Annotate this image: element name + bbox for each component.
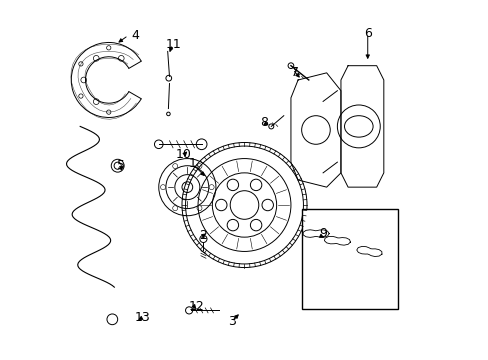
Circle shape <box>107 314 118 325</box>
Text: 13: 13 <box>135 311 150 324</box>
Circle shape <box>209 185 214 190</box>
Circle shape <box>154 140 163 149</box>
Circle shape <box>197 206 202 211</box>
Text: 8: 8 <box>260 116 267 129</box>
Circle shape <box>111 159 124 172</box>
Text: 6: 6 <box>363 27 371 40</box>
Text: 11: 11 <box>165 38 181 51</box>
Text: 9: 9 <box>319 227 326 240</box>
Text: 2: 2 <box>199 229 207 242</box>
Circle shape <box>172 163 177 168</box>
Circle shape <box>197 163 202 168</box>
Circle shape <box>172 206 177 211</box>
Text: 12: 12 <box>188 300 203 313</box>
Circle shape <box>165 75 171 81</box>
Circle shape <box>166 112 170 116</box>
Circle shape <box>196 139 206 150</box>
Circle shape <box>200 235 206 243</box>
Text: 10: 10 <box>176 148 191 162</box>
Text: 7: 7 <box>290 66 298 79</box>
Text: 1: 1 <box>188 157 196 170</box>
Text: 3: 3 <box>227 315 235 328</box>
Circle shape <box>287 63 293 68</box>
Text: 5: 5 <box>117 159 125 172</box>
Bar <box>301 208 397 309</box>
Text: 4: 4 <box>131 29 139 42</box>
Circle shape <box>185 307 192 314</box>
Circle shape <box>160 185 165 190</box>
